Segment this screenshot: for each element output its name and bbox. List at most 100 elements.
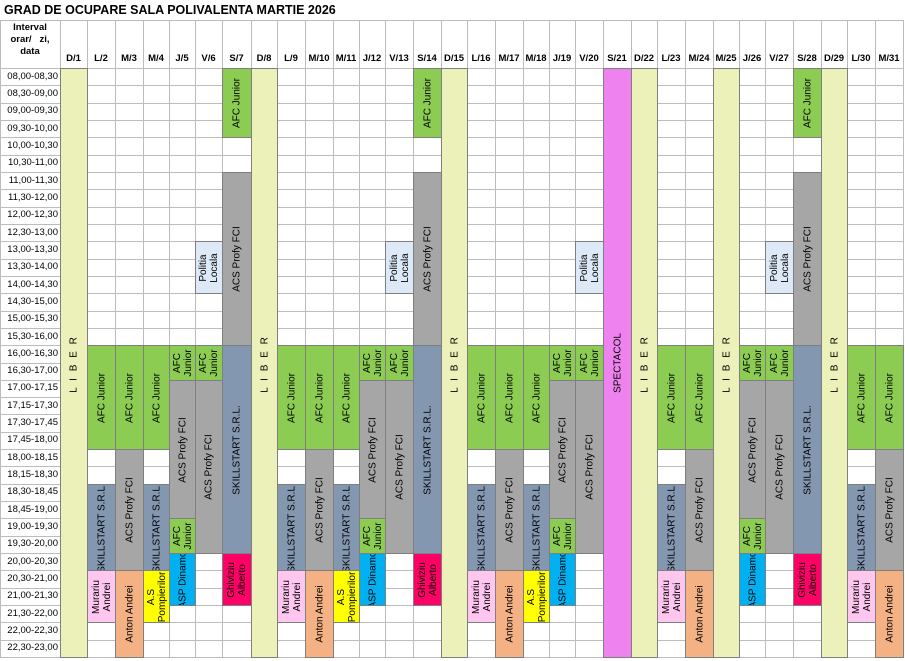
booking-asp[interactable]: ASP Dinamo xyxy=(549,553,576,606)
booking-acs[interactable]: ACS Profy FCI xyxy=(115,449,144,571)
booking-liber[interactable]: L I B E R xyxy=(631,68,658,658)
booking-afc-junior-split[interactable]: AFC Junior xyxy=(549,345,576,381)
booking-afc-junior-split[interactable]: AFC Junior xyxy=(169,518,196,554)
booking-asp[interactable]: ASP Dinamo xyxy=(359,553,386,606)
booking-anton[interactable]: Anton Andrei xyxy=(305,570,334,658)
booking-skill[interactable]: SKILLSTART S.R.L. xyxy=(222,345,252,554)
booking-anton[interactable]: Anton Andrei xyxy=(875,570,904,658)
booking-afc-junior[interactable]: AFC Junior xyxy=(143,345,170,450)
booking-afc-junior[interactable]: AFC Junior xyxy=(875,345,904,450)
booking-label: L I B E R xyxy=(449,334,460,393)
booking-afc-junior-split[interactable]: AFC Junior xyxy=(549,518,576,554)
booking-politia[interactable]: Politia Locala xyxy=(195,241,223,294)
booking-acs[interactable]: ACS Profy FCI xyxy=(495,449,524,571)
booking-skill[interactable]: SKILLSTART S.R.L. xyxy=(143,484,170,571)
booking-label: SKILLSTART S.R.L. xyxy=(286,484,297,571)
booking-skill[interactable]: SKILLSTART S.R.L. xyxy=(847,484,876,571)
booking-politia[interactable]: Politia Locala xyxy=(575,241,604,294)
booking-anton[interactable]: Anton Andrei xyxy=(115,570,144,658)
booking-afc-junior-split[interactable]: AFC Junior xyxy=(575,345,604,381)
booking-acs[interactable]: ACS Profy FCI xyxy=(305,449,334,571)
booking-afc-junior[interactable]: AFC Junior xyxy=(523,345,550,450)
booking-liber[interactable]: L I B E R xyxy=(60,68,88,658)
booking-liber[interactable]: L I B E R xyxy=(713,68,740,658)
booking-asp[interactable]: ASP Dinamo xyxy=(169,553,196,606)
booking-afc-junior[interactable]: AFC Junior xyxy=(115,345,144,450)
booking-acs[interactable]: ACS Profy FCI xyxy=(359,380,386,519)
booking-afc-junior[interactable]: AFC Junior xyxy=(793,68,822,138)
booking-afc-junior[interactable]: AFC Junior xyxy=(467,345,496,450)
booking-politia[interactable]: Politia Locala xyxy=(765,241,794,294)
booking-label: Ghiviziu Alberto xyxy=(416,561,439,598)
booking-afc-junior[interactable]: AFC Junior xyxy=(305,345,334,450)
booking-skill[interactable]: SKILLSTART S.R.L. xyxy=(277,484,306,571)
booking-acs[interactable]: ACS Profy FCI xyxy=(413,172,442,346)
booking-label: ACS Profy FCI xyxy=(774,434,785,500)
booking-ghiviziu[interactable]: Ghiviziu Alberto xyxy=(222,553,252,606)
booking-murariu[interactable]: Murariu Andrei xyxy=(87,570,116,623)
booking-label: SKILLSTART S.R.L. xyxy=(531,484,542,571)
booking-murariu[interactable]: Murariu Andrei xyxy=(467,570,496,623)
booking-spectacol[interactable]: SPECTACOL xyxy=(603,68,632,658)
booking-label: AFC Junior xyxy=(314,372,325,423)
booking-skill[interactable]: SKILLSTART S.R.L. xyxy=(523,484,550,571)
booking-murariu[interactable]: Murariu Andrei xyxy=(657,570,686,623)
booking-acs[interactable]: ACS Profy FCI xyxy=(169,380,196,519)
booking-afc-junior-split[interactable]: AFC Junior xyxy=(359,518,386,554)
booking-afc-junior[interactable]: AFC Junior xyxy=(333,345,360,450)
booking-ghiviziu[interactable]: Ghiviziu Alberto xyxy=(793,553,822,606)
booking-liber[interactable]: L I B E R xyxy=(441,68,468,658)
booking-afc-junior-split[interactable]: AFC Junior xyxy=(385,345,414,381)
booking-acs[interactable]: ACS Profy FCI xyxy=(739,380,766,519)
booking-afc-junior-split[interactable]: AFC Junior xyxy=(195,345,223,381)
grid-column-line xyxy=(549,20,550,657)
grid-column-line xyxy=(195,20,196,657)
booking-acs[interactable]: ACS Profy FCI xyxy=(685,449,714,571)
booking-acs[interactable]: ACS Profy FCI xyxy=(549,380,576,519)
booking-acs[interactable]: ACS Profy FCI xyxy=(195,380,223,554)
booking-pompierilor[interactable]: A.S Pompierilor xyxy=(143,570,170,623)
booking-murariu[interactable]: Murariu Andrei xyxy=(847,570,876,623)
booking-afc-junior-split[interactable]: AFC Junior xyxy=(359,345,386,381)
booking-anton[interactable]: Anton Andrei xyxy=(495,570,524,658)
booking-skill[interactable]: SKILLSTART S.R.L. xyxy=(657,484,686,571)
day-header: M/3 xyxy=(121,53,137,64)
booking-pompierilor[interactable]: A.S Pompierilor xyxy=(333,570,360,623)
booking-politia[interactable]: Politia Locala xyxy=(385,241,414,294)
booking-afc-junior[interactable]: AFC Junior xyxy=(277,345,306,450)
booking-afc-junior[interactable]: AFC Junior xyxy=(495,345,524,450)
booking-afc-junior-split[interactable]: AFC Junior xyxy=(739,518,766,554)
booking-afc-junior[interactable]: AFC Junior xyxy=(413,68,442,138)
booking-acs[interactable]: ACS Profy FCI xyxy=(575,380,604,554)
booking-acs[interactable]: ACS Profy FCI xyxy=(793,172,822,346)
booking-afc-junior-split[interactable]: AFC Junior xyxy=(169,345,196,381)
booking-skill[interactable]: SKILLSTART S.R.L. xyxy=(333,484,360,571)
booking-murariu[interactable]: Murariu Andrei xyxy=(277,570,306,623)
booking-label: AFC Junior xyxy=(361,349,384,377)
booking-liber[interactable]: L I B E R xyxy=(821,68,848,658)
booking-skill[interactable]: SKILLSTART S.R.L. xyxy=(413,345,442,554)
day-header: M/18 xyxy=(525,53,547,64)
day-header: S/21 xyxy=(607,53,627,64)
booking-label: Anton Andrei xyxy=(504,585,515,643)
booking-skill[interactable]: SKILLSTART S.R.L. xyxy=(793,345,822,554)
booking-skill[interactable]: SKILLSTART S.R.L. xyxy=(467,484,496,571)
booking-afc-junior[interactable]: AFC Junior xyxy=(685,345,714,450)
booking-asp[interactable]: ASP Dinamo xyxy=(739,553,766,606)
booking-afc-junior[interactable]: AFC Junior xyxy=(657,345,686,450)
booking-pompierilor[interactable]: A.S Pompierilor xyxy=(523,570,550,623)
booking-afc-junior[interactable]: AFC Junior xyxy=(847,345,876,450)
booking-acs[interactable]: ACS Profy FCI xyxy=(222,172,252,346)
booking-acs[interactable]: ACS Profy FCI xyxy=(875,449,904,571)
booking-afc-junior[interactable]: AFC Junior xyxy=(222,68,252,138)
booking-ghiviziu[interactable]: Ghiviziu Alberto xyxy=(413,553,442,606)
booking-skill[interactable]: SKILLSTART S.R.L. xyxy=(87,484,116,571)
booking-afc-junior[interactable]: AFC Junior xyxy=(87,345,116,450)
day-header: J/12 xyxy=(362,53,382,64)
booking-afc-junior-split[interactable]: AFC Junior xyxy=(739,345,766,381)
booking-liber[interactable]: L I B E R xyxy=(251,68,278,658)
booking-afc-junior-split[interactable]: AFC Junior xyxy=(765,345,794,381)
booking-anton[interactable]: Anton Andrei xyxy=(685,570,714,658)
booking-acs[interactable]: ACS Profy FCI xyxy=(765,380,794,554)
booking-acs[interactable]: ACS Profy FCI xyxy=(385,380,414,554)
